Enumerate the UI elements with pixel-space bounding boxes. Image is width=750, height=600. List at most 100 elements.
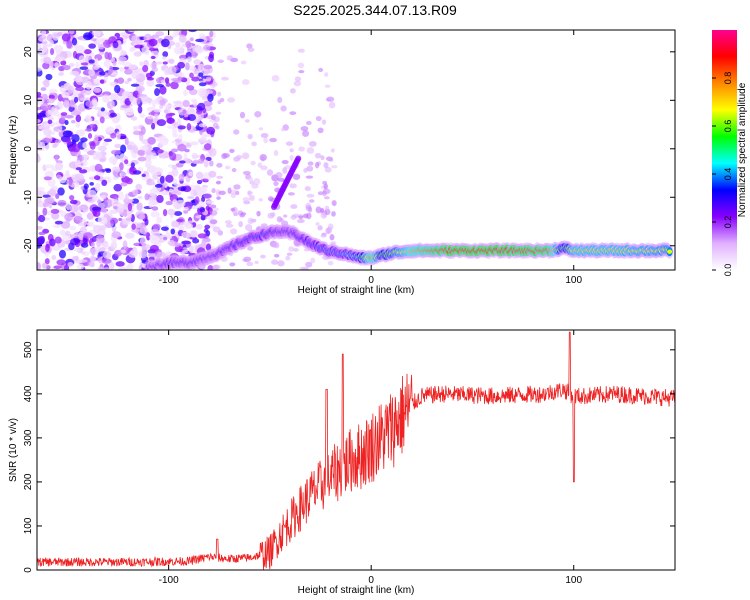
heatmap-cell: [332, 200, 337, 207]
heatmap-cell: [182, 99, 190, 108]
heatmap-cell: [207, 265, 214, 270]
heatmap-cell: [155, 61, 163, 65]
heatmap-cell: [65, 170, 70, 177]
heatmap-cell: [181, 240, 191, 245]
heatmap-cell: [80, 250, 86, 255]
heatmap-cell: [176, 218, 184, 223]
heatmap-cell: [269, 137, 277, 143]
heatmap-cell: [266, 169, 274, 176]
heatmap-cell: [183, 206, 189, 211]
heatmap-cell: [288, 246, 295, 252]
heatmap-cell: [331, 211, 336, 217]
heatmap-cell: [93, 209, 101, 218]
heatmap-cell: [86, 222, 92, 226]
heatmap-cell: [76, 263, 85, 270]
heatmap-cell: [94, 175, 101, 181]
heatmap-cell: [271, 75, 280, 82]
heatmap-cell: [110, 72, 118, 76]
heatmap-cell: [50, 208, 60, 214]
heatmap-cell: [257, 162, 263, 168]
heatmap-cell: [105, 111, 111, 115]
heatmap-cell: [82, 142, 88, 149]
heatmap-cell: [71, 134, 80, 143]
heatmap-cell: [156, 251, 166, 258]
heatmap-cell: [120, 249, 126, 254]
heatmap-cell: [215, 111, 222, 115]
heatmap-cell: [120, 144, 127, 154]
heatmap-cell: [94, 182, 101, 192]
heatmap-cell: [194, 46, 204, 54]
heatmap-cell: [273, 181, 279, 187]
heatmap-cell: [92, 224, 102, 234]
heatmap-cell: [137, 156, 147, 162]
heatmap-cell: [96, 171, 104, 176]
heatmap-cell: [69, 204, 79, 213]
heatmap-cell: [75, 78, 83, 83]
heatmap-cell: [109, 112, 117, 118]
heatmap-cell: [198, 123, 207, 128]
heatmap-cell: [75, 167, 82, 171]
heatmap-cell: [111, 231, 122, 239]
heatmap-cell: [119, 67, 124, 72]
heatmap-cell: [187, 220, 194, 224]
heatmap-cell: [197, 87, 207, 97]
heatmap-cell: [77, 259, 88, 263]
heatmap-cell: [147, 253, 157, 258]
heatmap-cell: [97, 267, 104, 270]
heatmap-cell: [41, 30, 47, 37]
heatmap-cell: [54, 139, 62, 144]
heatmap-cell: [201, 132, 207, 140]
heatmap-cell: [331, 165, 338, 169]
heatmap-cell: [140, 126, 146, 135]
heatmap-cell: [285, 255, 291, 261]
heatmap-cell: [131, 70, 140, 80]
heatmap-cell: [308, 206, 313, 213]
snr-x-label: Height of straight line (km): [298, 585, 415, 596]
heatmap-cell: [213, 264, 221, 270]
heatmap-cell: [212, 122, 219, 129]
heatmap-cell: [167, 239, 176, 246]
heatmap-cell: [125, 217, 132, 222]
heatmap-cell: [296, 218, 305, 224]
heatmap-cell: [57, 125, 63, 133]
heatmap-cell: [42, 207, 48, 216]
heatmap-cell: [119, 153, 126, 162]
heatmap-cell: [163, 191, 170, 196]
heatmap-cell: [300, 125, 309, 132]
heatmap-cell: [69, 98, 76, 108]
heatmap-cell: [277, 96, 283, 103]
heatmap-cell: [285, 141, 294, 146]
heatmap-cell: [114, 84, 121, 94]
heatmap-cell: [139, 113, 145, 118]
heatmap-cell: [42, 44, 47, 53]
heatmap-cell: [88, 123, 96, 129]
snr-x-ticks: -100 0 100: [159, 330, 583, 586]
heatmap-cell: [185, 62, 190, 71]
heatmap-cell: [203, 143, 212, 151]
heatmap-cell: [144, 150, 152, 156]
heatmap-cell: [134, 44, 144, 49]
heatmap-cell: [196, 188, 205, 196]
spectrogram-y-ticks: -20 -10 0 10 20: [23, 46, 675, 253]
heatmap-cell: [79, 66, 89, 71]
heatmap-cell: [124, 193, 129, 203]
heatmap-cell: [273, 253, 280, 258]
spectrogram-y-label: Frequency (Hz): [8, 116, 19, 185]
heatmap-cell: [48, 94, 55, 100]
heatmap-cell: [171, 220, 180, 228]
heatmap-cell: [151, 206, 159, 211]
x-tick-label: 100: [565, 575, 582, 586]
heatmap-cell: [99, 71, 106, 76]
heatmap-cell: [135, 183, 142, 191]
heatmap-cell: [156, 216, 163, 224]
heatmap-cell: [130, 83, 140, 87]
heatmap-cell: [61, 91, 70, 99]
heatmap-cell: [75, 248, 81, 252]
heatmap-cell: [102, 94, 110, 103]
heatmap-cell: [162, 209, 168, 217]
heatmap-cell: [120, 50, 127, 57]
heatmap-cell: [99, 79, 105, 84]
heatmap-cell: [52, 224, 61, 228]
heatmap-cell: [43, 79, 50, 88]
